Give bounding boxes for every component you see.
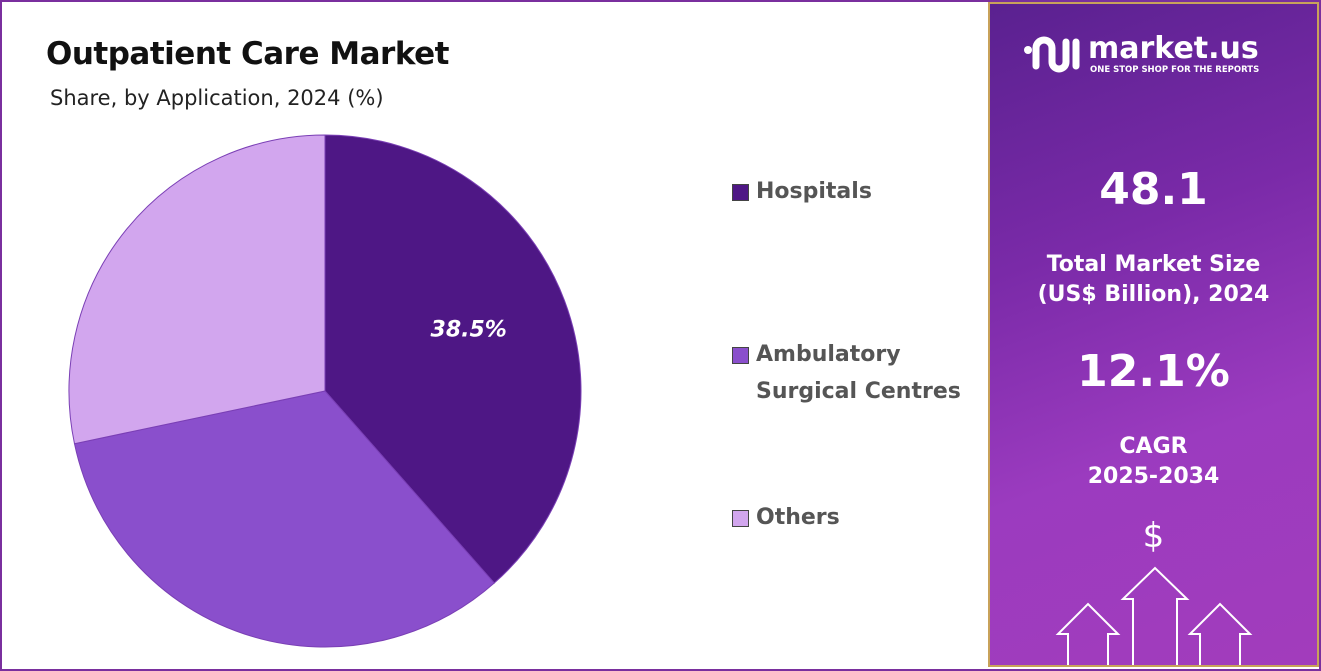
legend-swatch bbox=[732, 510, 749, 527]
legend-swatch bbox=[732, 184, 749, 201]
legend-label: Hospitals bbox=[756, 179, 872, 204]
legend-label: Surgical Centres bbox=[756, 379, 961, 404]
legend-item-hospitals: Hospitals bbox=[732, 173, 872, 210]
chart-title: Outpatient Care Market bbox=[46, 36, 449, 72]
pie-chart: 38.5% bbox=[68, 134, 582, 648]
cagr-value: 12.1% bbox=[1077, 346, 1230, 397]
summary-panel: market.us ONE STOP SHOP FOR THE REPORTS … bbox=[988, 2, 1319, 667]
market-size-label: Total Market Size (US$ Billion), 2024 bbox=[1037, 252, 1270, 307]
pie-slice-hospitals bbox=[324, 134, 582, 584]
data-label: 38.5% bbox=[431, 318, 507, 343]
growth-arrows-icon bbox=[1055, 566, 1253, 665]
svg-text:market.us: market.us bbox=[1088, 31, 1259, 66]
svg-text:ONE STOP SHOP FOR THE REPORTS: ONE STOP SHOP FOR THE REPORTS bbox=[1090, 65, 1259, 75]
legend-item-others: Others bbox=[732, 499, 840, 536]
cagr-label: CAGR 2025-2034 bbox=[1087, 434, 1220, 489]
legend-item-ambulatory: Ambulatory Surgical Centres bbox=[732, 336, 961, 410]
pie-slice-ambulatory-surgical-centres bbox=[73, 390, 496, 648]
market-size-value: 48.1 bbox=[1099, 164, 1208, 215]
legend-label: Ambulatory bbox=[756, 342, 901, 367]
legend-swatch bbox=[732, 347, 749, 364]
dollar-icon: $ bbox=[1142, 516, 1165, 556]
legend-label: Others bbox=[756, 505, 840, 530]
market-us-logo: market.us ONE STOP SHOP FOR THE REPORTS bbox=[1024, 31, 1259, 75]
chart-subtitle: Share, by Application, 2024 (%) bbox=[50, 86, 384, 110]
pie-slice-others bbox=[68, 134, 326, 445]
